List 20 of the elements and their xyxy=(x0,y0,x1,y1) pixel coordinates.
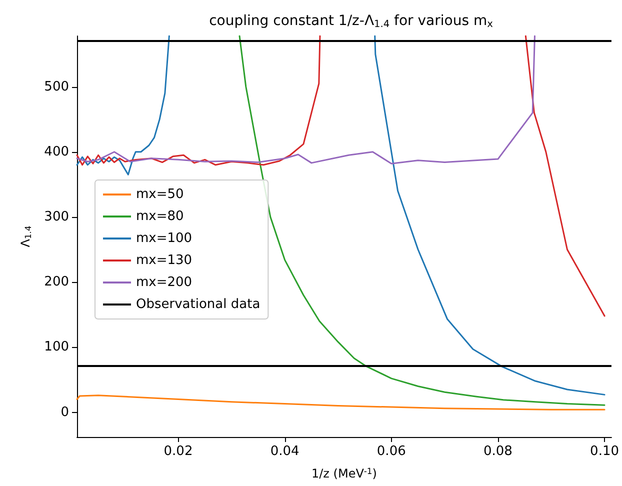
y-tick-label: 200 xyxy=(44,274,69,290)
y-tick-label: 300 xyxy=(44,209,69,224)
y-tick-label: 100 xyxy=(44,340,69,355)
legend-label: mx=80 xyxy=(136,209,184,224)
legend-label: Observational data xyxy=(136,297,260,312)
x-tick-label: 0.10 xyxy=(590,444,620,459)
x-tick-label: 0.08 xyxy=(483,444,512,459)
legend-label: mx=50 xyxy=(136,187,184,202)
x-tick-label: 0.02 xyxy=(164,444,193,459)
legend-label: mx=200 xyxy=(136,275,192,290)
legend-label: mx=130 xyxy=(136,253,192,268)
legend-label: mx=100 xyxy=(136,231,192,246)
y-tick-label: 500 xyxy=(44,79,69,94)
x-tick-label: 0.04 xyxy=(270,444,300,459)
line-series xyxy=(76,35,536,164)
y-tick-label: 0 xyxy=(60,404,69,420)
x-tick-label: 0.06 xyxy=(376,444,406,459)
y-tick-label: 400 xyxy=(44,144,69,160)
y-axis-title: Λ1.4 xyxy=(18,226,33,248)
line-series xyxy=(76,394,606,410)
